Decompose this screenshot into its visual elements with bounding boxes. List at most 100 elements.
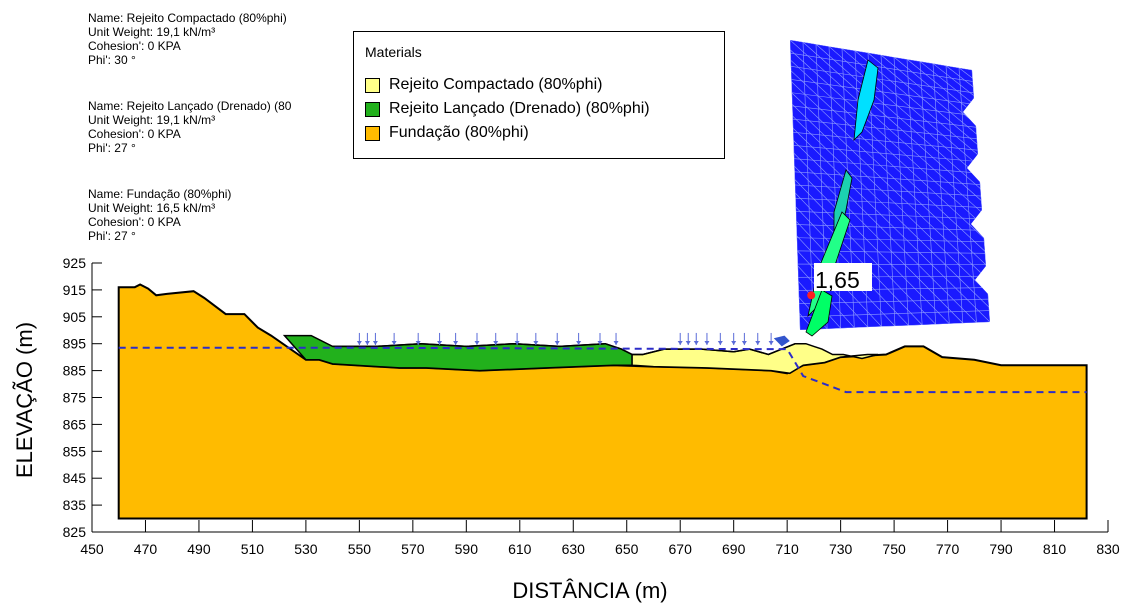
grid-line xyxy=(802,41,990,318)
x-tick-label: 730 xyxy=(829,541,853,557)
y-axis-label: ELEVAÇÃO (m) xyxy=(12,322,37,478)
y-tick-label: 865 xyxy=(63,416,87,432)
grid-line xyxy=(790,210,990,220)
grid-line xyxy=(790,40,936,325)
factor-of-safety-label: 1,65 xyxy=(815,267,860,293)
load-arrow-head xyxy=(613,341,619,346)
load-arrow-head xyxy=(755,341,761,346)
load-arrow-head xyxy=(576,341,582,346)
grid-line xyxy=(790,40,990,322)
grid-line xyxy=(790,76,990,108)
load-arrow-head xyxy=(597,341,603,346)
grid-line xyxy=(790,250,990,254)
x-tick-label: 630 xyxy=(562,541,586,557)
fos-label-bg xyxy=(814,263,872,291)
load-arrow-head xyxy=(356,341,362,346)
load-arrow-head xyxy=(514,341,520,346)
x-tick-label: 810 xyxy=(1043,541,1067,557)
material-unit-weight: Unit Weight: 16,5 kN/m³ xyxy=(88,201,216,215)
grid-line xyxy=(790,90,990,119)
grid-line xyxy=(880,54,990,314)
y-tick-label: 915 xyxy=(63,282,87,298)
x-tick-label: 670 xyxy=(669,541,693,557)
y-tick-label: 905 xyxy=(63,309,87,325)
y-tick-label: 885 xyxy=(63,363,87,379)
material-name: Name: Fundação (80%phi) xyxy=(88,187,232,201)
y-tick-label: 845 xyxy=(63,470,87,486)
y-tick-label: 835 xyxy=(63,497,87,513)
load-arrow-head xyxy=(741,341,747,346)
legend-swatch xyxy=(365,77,380,93)
x-tick-label: 510 xyxy=(241,541,265,557)
grid-line xyxy=(790,40,990,322)
x-tick-label: 710 xyxy=(775,541,799,557)
x-tick-label: 470 xyxy=(134,541,158,557)
load-arrow-head xyxy=(372,341,378,346)
legend-item-label: Rejeito Lançado (Drenado) (80%phi) xyxy=(389,100,650,117)
water-table xyxy=(118,346,1087,394)
x-tick-label: 650 xyxy=(615,541,639,557)
y-tick-label: 875 xyxy=(63,390,87,406)
grid-line xyxy=(893,56,990,314)
fos-contour xyxy=(853,59,879,142)
grid-line xyxy=(958,67,990,311)
legend-item-compacted: Rejeito Compactado (80%phi) xyxy=(365,76,602,94)
x-axis-label: DISTÂNCIA (m) xyxy=(512,578,667,603)
legend-item-label: Rejeito Compactado (80%phi) xyxy=(389,76,603,93)
material-info-2: Name: Rejeito Lançado (Drenado) (80 Unit… xyxy=(88,99,291,155)
material-cohesion: Cohesion': 0 KPA xyxy=(88,127,181,141)
grid-line xyxy=(790,40,950,324)
grid-line xyxy=(790,40,990,323)
grid-line xyxy=(790,223,990,232)
slip-grid-area xyxy=(790,40,990,330)
x-tick-label: 690 xyxy=(722,541,746,557)
load-arrow-head xyxy=(693,341,699,346)
x-tick-label: 750 xyxy=(882,541,906,557)
material-phi: Phi': 27 ° xyxy=(88,141,136,155)
grid-line xyxy=(790,40,990,319)
load-arrow-head xyxy=(437,341,443,346)
y-tick-label: 925 xyxy=(63,255,87,271)
materials-legend: Materials Rejeito Compactado (80%phi) Re… xyxy=(353,31,725,159)
grid-line xyxy=(790,50,990,85)
legend-title: Materials xyxy=(365,44,422,60)
load-arrow-head xyxy=(717,341,723,346)
legend-item-foundation: Fundação (80%phi) xyxy=(365,124,529,142)
material-name: Name: Rejeito Compactado (80%phi) xyxy=(88,11,287,25)
load-arrow-head xyxy=(364,341,370,346)
slip-center-point xyxy=(807,291,816,300)
load-arrow-head xyxy=(453,341,459,346)
load-arrow-head xyxy=(554,341,560,346)
material-cohesion: Cohesion': 0 KPA xyxy=(88,215,181,229)
load-arrow-head xyxy=(533,341,539,346)
crest-mark xyxy=(773,335,790,347)
grid-line xyxy=(790,40,977,323)
x-tick-label: 830 xyxy=(1096,541,1120,557)
material-phi: Phi': 30 ° xyxy=(88,53,136,67)
grid-line xyxy=(854,50,990,315)
load-arrow-head xyxy=(493,341,499,346)
grid-line xyxy=(790,40,990,321)
grid-line xyxy=(790,40,990,320)
material-phi: Phi': 27 ° xyxy=(88,229,136,243)
grid-line xyxy=(906,59,990,313)
grid-line xyxy=(790,40,964,324)
fos-contour xyxy=(805,289,833,337)
material-info-3: Name: Fundação (80%phi) Unit Weight: 16,… xyxy=(88,187,231,243)
y-tick-label: 895 xyxy=(63,336,87,352)
grid-line xyxy=(790,63,990,96)
material-info-1: Name: Rejeito Compactado (80%phi) Unit W… xyxy=(88,11,287,67)
cross-section xyxy=(117,283,1088,520)
legend-item-label: Fundação (80%phi) xyxy=(389,124,529,141)
load-arrow-head xyxy=(704,341,710,346)
legend-item-drained: Rejeito Lançado (Drenado) (80%phi) xyxy=(365,100,650,118)
load-arrow-head xyxy=(731,341,737,346)
grid-line xyxy=(790,40,990,320)
grid-line xyxy=(790,40,990,319)
grid-line xyxy=(841,48,990,316)
grid-line xyxy=(971,69,990,310)
x-tick-label: 590 xyxy=(455,541,479,557)
x-tick-label: 490 xyxy=(187,541,211,557)
load-arrow-head xyxy=(415,341,421,346)
grid-line xyxy=(790,40,855,328)
